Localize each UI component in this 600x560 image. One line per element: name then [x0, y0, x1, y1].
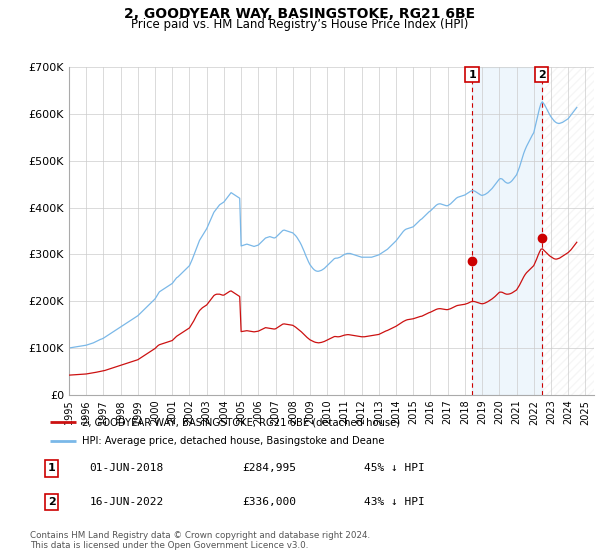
- Text: Contains HM Land Registry data © Crown copyright and database right 2024.
This d: Contains HM Land Registry data © Crown c…: [30, 530, 370, 550]
- Text: 2, GOODYEAR WAY, BASINGSTOKE, RG21 6BE (detached house): 2, GOODYEAR WAY, BASINGSTOKE, RG21 6BE (…: [82, 417, 400, 427]
- Text: 1: 1: [468, 69, 476, 80]
- Text: 1: 1: [47, 464, 55, 474]
- Text: 2: 2: [538, 69, 545, 80]
- Text: HPI: Average price, detached house, Basingstoke and Deane: HPI: Average price, detached house, Basi…: [82, 436, 384, 446]
- Text: £284,995: £284,995: [242, 464, 296, 474]
- Bar: [472, 67, 542, 395]
- Text: 45% ↓ HPI: 45% ↓ HPI: [364, 464, 425, 474]
- Bar: [542, 67, 594, 395]
- Text: 16-JUN-2022: 16-JUN-2022: [89, 497, 164, 507]
- Text: Price paid vs. HM Land Registry’s House Price Index (HPI): Price paid vs. HM Land Registry’s House …: [131, 18, 469, 31]
- Text: £336,000: £336,000: [242, 497, 296, 507]
- Text: 2: 2: [47, 497, 55, 507]
- Text: 43% ↓ HPI: 43% ↓ HPI: [364, 497, 425, 507]
- Text: 01-JUN-2018: 01-JUN-2018: [89, 464, 164, 474]
- Text: 2, GOODYEAR WAY, BASINGSTOKE, RG21 6BE: 2, GOODYEAR WAY, BASINGSTOKE, RG21 6BE: [124, 7, 476, 21]
